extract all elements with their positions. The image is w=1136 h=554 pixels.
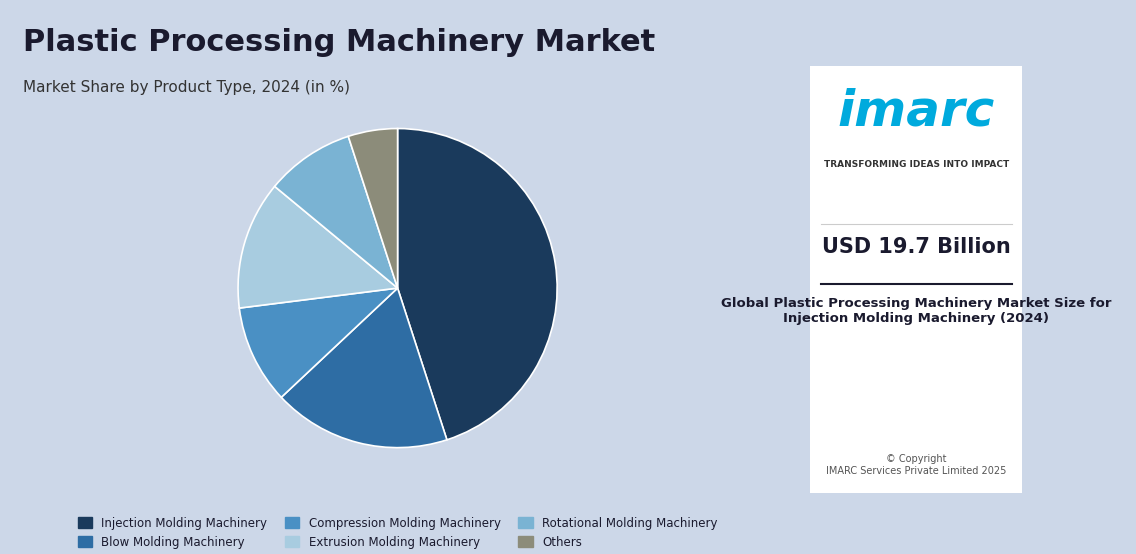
Wedge shape xyxy=(282,288,446,448)
Text: USD 19.7 Billion: USD 19.7 Billion xyxy=(822,237,1011,257)
Wedge shape xyxy=(349,129,398,288)
Text: © Copyright
IMARC Services Private Limited 2025: © Copyright IMARC Services Private Limit… xyxy=(826,454,1006,476)
FancyBboxPatch shape xyxy=(810,66,1022,493)
Wedge shape xyxy=(239,186,398,308)
Text: TRANSFORMING IDEAS INTO IMPACT: TRANSFORMING IDEAS INTO IMPACT xyxy=(824,160,1009,170)
Text: imarc: imarc xyxy=(837,88,995,136)
Wedge shape xyxy=(275,136,398,288)
Legend: Injection Molding Machinery, Blow Molding Machinery, Compression Molding Machine: Injection Molding Machinery, Blow Moldin… xyxy=(73,512,722,553)
Text: Global Plastic Processing Machinery Market Size for Injection Molding Machinery : Global Plastic Processing Machinery Mark… xyxy=(721,297,1112,325)
Wedge shape xyxy=(240,288,398,397)
Text: Plastic Processing Machinery Market: Plastic Processing Machinery Market xyxy=(23,28,655,57)
Wedge shape xyxy=(398,129,557,440)
Text: Market Share by Product Type, 2024 (in %): Market Share by Product Type, 2024 (in %… xyxy=(23,80,350,95)
